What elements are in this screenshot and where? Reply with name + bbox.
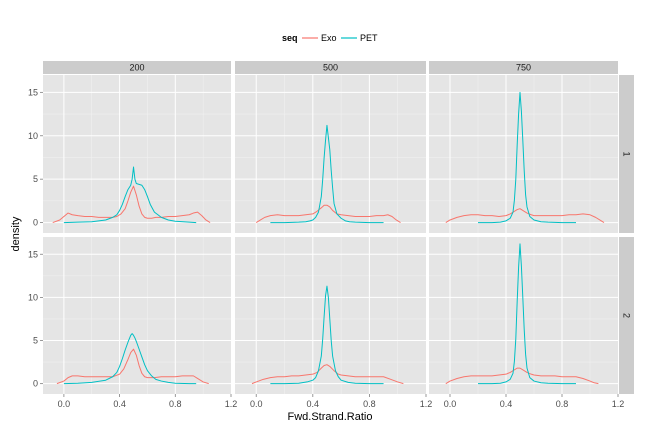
series-line-pet (270, 124, 384, 224)
series-line-exo (445, 367, 599, 385)
y-tick-label: 10 (28, 292, 38, 302)
x-tick-label: 1.2 (225, 399, 238, 409)
x-tick-label: 0.0 (250, 399, 263, 409)
column-strip-label: 200 (129, 63, 144, 73)
x-axis-title: Fwd.Strand.Ratio (288, 411, 373, 423)
panel-background (235, 237, 426, 394)
x-tick-label: 1.2 (612, 399, 625, 409)
x-tick-label: 0.4 (113, 399, 126, 409)
legend-label: Exo (321, 33, 337, 43)
y-tick-label: 0 (33, 218, 38, 228)
series-line-pet (478, 243, 576, 385)
series-line-pet (63, 166, 197, 224)
panel-background (43, 237, 231, 394)
column-strip-750 (429, 61, 618, 74)
x-tick-label: 0.8 (556, 399, 569, 409)
x-tick-label: 0.8 (363, 399, 376, 409)
x-tick-label: 1.2 (420, 399, 433, 409)
legend-label: PET (360, 33, 378, 43)
y-axis-title: density (10, 216, 22, 251)
column-strip-500 (235, 61, 426, 74)
y-tick-label: 15 (28, 249, 38, 259)
y-tick-label: 0 (33, 379, 38, 389)
x-tick-label: 0.4 (307, 399, 320, 409)
series-line-exo (255, 204, 401, 224)
y-tick-label: 15 (28, 87, 38, 97)
row-strip-2 (619, 237, 634, 394)
series-line-exo (56, 348, 209, 385)
column-strip-200 (43, 61, 231, 74)
y-tick-label: 10 (28, 131, 38, 141)
series-line-pet (63, 333, 197, 385)
series-line-exo (52, 185, 211, 224)
row-strip-1 (619, 75, 634, 233)
panel-background (43, 75, 231, 233)
legend-title: seq (282, 33, 298, 43)
series-line-exo (251, 364, 404, 385)
x-tick-label: 0.0 (58, 399, 71, 409)
series-line-exo (445, 208, 605, 224)
series-line-pet (478, 91, 576, 224)
x-tick-label: 0.8 (169, 399, 182, 409)
column-strip-label: 500 (323, 63, 338, 73)
y-tick-label: 5 (33, 174, 38, 184)
x-tick-label: 0.4 (500, 399, 513, 409)
x-tick-label: 0.0 (444, 399, 457, 409)
row-strip-label: 2 (622, 313, 632, 318)
row-strip-label: 1 (622, 151, 632, 156)
y-tick-label: 5 (33, 336, 38, 346)
column-strip-label: 750 (516, 63, 531, 73)
series-line-pet (270, 285, 384, 385)
